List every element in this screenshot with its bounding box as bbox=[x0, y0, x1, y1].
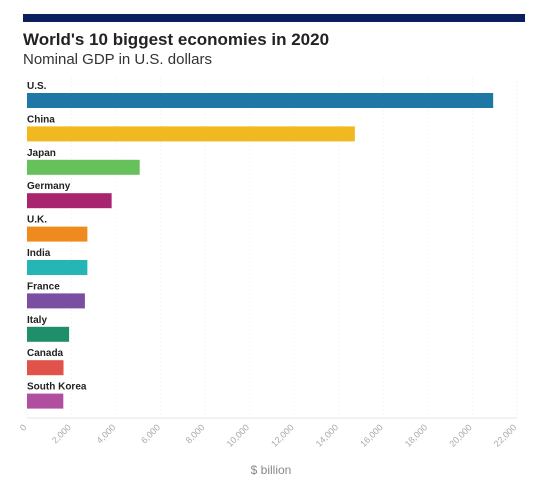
chart-subtitle: Nominal GDP in U.S. dollars bbox=[23, 51, 212, 68]
bar bbox=[27, 93, 494, 108]
x-tick-label: 4,000 bbox=[95, 422, 118, 445]
x-tick-label: 2,000 bbox=[50, 422, 73, 445]
x-tick-label: 18,000 bbox=[403, 422, 430, 449]
x-tick-label: 0 bbox=[18, 422, 29, 433]
category-label: Japan bbox=[27, 148, 56, 159]
chart-title: World's 10 biggest economies in 2020 bbox=[23, 30, 330, 49]
bar bbox=[27, 293, 85, 309]
category-label: India bbox=[27, 248, 51, 259]
category-label: Canada bbox=[27, 348, 64, 359]
category-labels: U.S. China Japan Germany U.K. India France Ital… bbox=[27, 81, 87, 393]
x-tick-label: 6,000 bbox=[139, 422, 162, 445]
bar bbox=[27, 126, 355, 142]
bar bbox=[27, 393, 64, 409]
bars bbox=[27, 93, 494, 409]
bar bbox=[27, 193, 112, 209]
category-label: China bbox=[27, 114, 55, 125]
bar-chart: U.S. China Japan Germany U.K. India France Ital… bbox=[18, 78, 519, 477]
bar bbox=[27, 260, 88, 275]
category-label: U.K. bbox=[27, 215, 47, 226]
x-tick-label: 10,000 bbox=[225, 422, 252, 449]
x-axis-label: $ billion bbox=[251, 463, 292, 477]
bar bbox=[27, 360, 64, 376]
x-tick-label: 16,000 bbox=[358, 422, 385, 449]
x-tick-label: 22,000 bbox=[492, 422, 519, 449]
bar bbox=[27, 226, 88, 242]
category-label: U.S. bbox=[27, 81, 47, 92]
category-label: South Korea bbox=[27, 382, 87, 393]
bar bbox=[27, 326, 70, 342]
x-tick-label: 8,000 bbox=[184, 422, 207, 445]
x-tick-label: 12,000 bbox=[269, 422, 296, 449]
header-accent-bar bbox=[23, 14, 525, 22]
x-tick-label: 14,000 bbox=[314, 422, 341, 449]
bar bbox=[27, 159, 140, 175]
category-label: Germany bbox=[27, 181, 71, 192]
category-label: France bbox=[27, 281, 60, 292]
x-tick-label: 20,000 bbox=[447, 422, 474, 449]
category-label: Italy bbox=[27, 315, 47, 326]
x-tick-labels: 0 2,000 4,000 6,000 8,000 10,000 12,000 14,000 1… bbox=[18, 422, 519, 449]
